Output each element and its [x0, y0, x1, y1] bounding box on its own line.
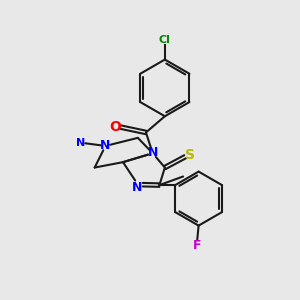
- Text: S: S: [185, 148, 195, 162]
- Text: N: N: [132, 181, 142, 194]
- Text: Cl: Cl: [159, 35, 171, 45]
- Text: O: O: [109, 120, 121, 134]
- Text: F: F: [193, 238, 202, 251]
- Text: N: N: [100, 139, 110, 152]
- Text: N: N: [76, 138, 85, 148]
- Text: N: N: [148, 146, 158, 160]
